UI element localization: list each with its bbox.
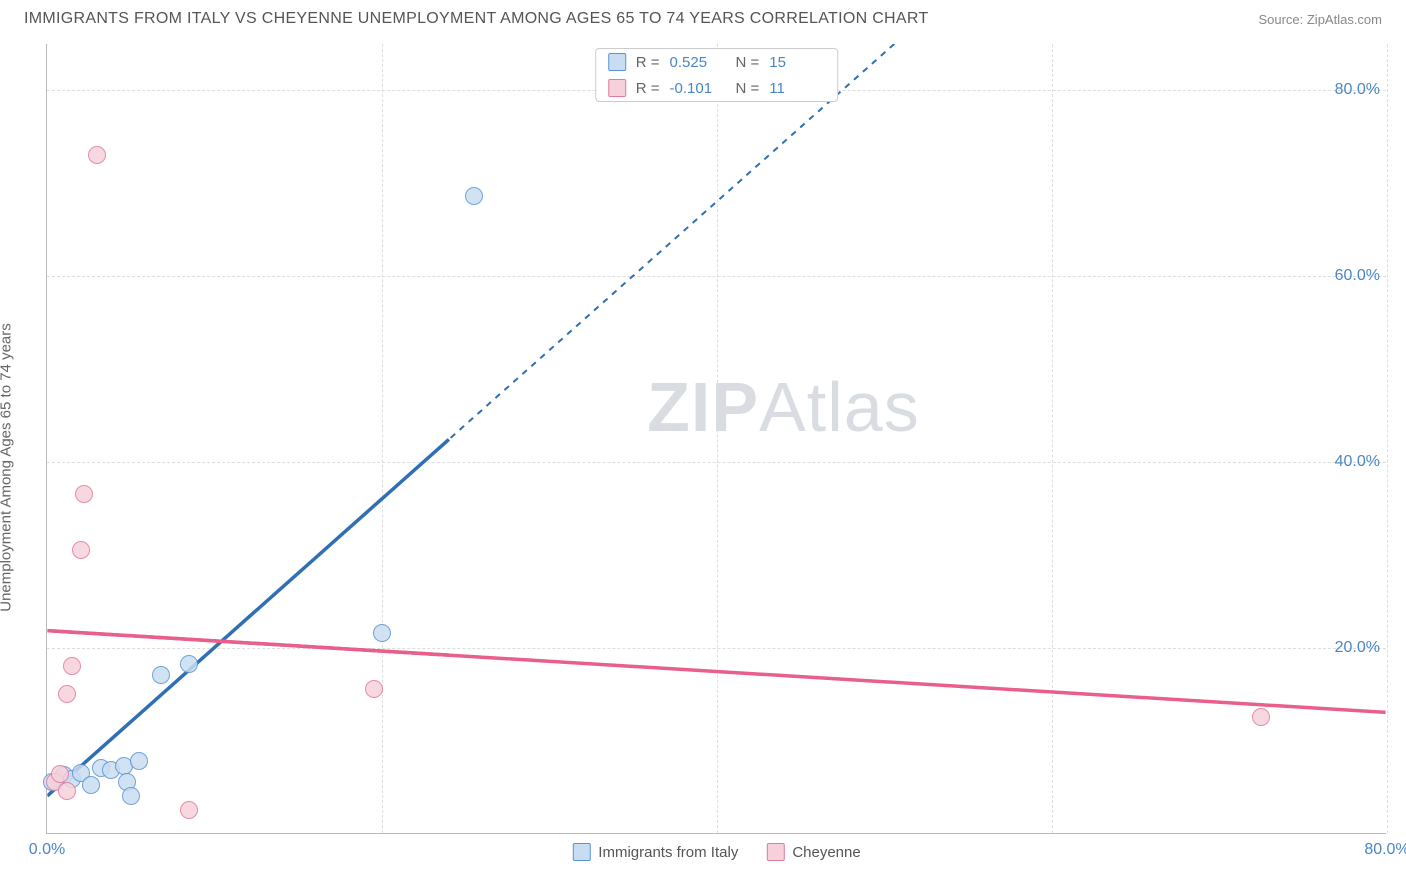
source-label: Source: ZipAtlas.com xyxy=(1258,12,1382,27)
chart-wrap: Unemployment Among Ages 65 to 74 years Z… xyxy=(0,34,1406,884)
data-point xyxy=(373,624,391,642)
chart-container: IMMIGRANTS FROM ITALY VS CHEYENNE UNEMPL… xyxy=(0,0,1406,892)
gridline-v xyxy=(717,44,718,833)
plot-area: ZIPAtlas R = 0.525 N = 15 R = -0.101 N =… xyxy=(46,44,1386,834)
watermark-rest: Atlas xyxy=(759,368,920,446)
title-row: IMMIGRANTS FROM ITALY VS CHEYENNE UNEMPL… xyxy=(0,0,1406,34)
xtick-label: 80.0% xyxy=(1364,841,1406,859)
series-legend-item-0: Immigrants from Italy xyxy=(572,843,738,861)
n-value-0: 15 xyxy=(769,54,825,71)
n-label: N = xyxy=(736,54,760,71)
gridline-h xyxy=(47,648,1386,649)
data-point xyxy=(63,657,81,675)
source-prefix: Source: xyxy=(1258,12,1306,27)
n-label: N = xyxy=(736,80,760,97)
data-point xyxy=(152,666,170,684)
ytick-label: 80.0% xyxy=(1335,81,1380,99)
r-label: R = xyxy=(636,54,660,71)
series-label-1: Cheyenne xyxy=(792,844,860,861)
data-point xyxy=(88,146,106,164)
xtick-label: 0.0% xyxy=(29,841,65,859)
correlation-legend: R = 0.525 N = 15 R = -0.101 N = 11 xyxy=(595,48,839,102)
gridline-v xyxy=(1052,44,1053,833)
data-point xyxy=(180,801,198,819)
watermark: ZIPAtlas xyxy=(647,367,920,447)
data-point xyxy=(465,187,483,205)
gridline-v xyxy=(382,44,383,833)
data-point xyxy=(51,765,69,783)
r-value-1: -0.101 xyxy=(670,80,726,97)
data-point xyxy=(130,752,148,770)
regression-line-solid xyxy=(47,439,448,795)
series-swatch-0 xyxy=(572,843,590,861)
gridline-h xyxy=(47,276,1386,277)
data-point xyxy=(72,541,90,559)
data-point xyxy=(180,655,198,673)
legend-swatch-cheyenne xyxy=(608,79,626,97)
legend-swatch-italy xyxy=(608,53,626,71)
data-point xyxy=(122,787,140,805)
data-point xyxy=(365,680,383,698)
gridline-v xyxy=(1387,44,1388,833)
data-point xyxy=(82,776,100,794)
r-label: R = xyxy=(636,80,660,97)
gridline-h xyxy=(47,462,1386,463)
data-point xyxy=(58,782,76,800)
data-point xyxy=(1252,708,1270,726)
data-point xyxy=(58,685,76,703)
watermark-bold: ZIP xyxy=(647,368,759,446)
correlation-legend-row-1: R = -0.101 N = 11 xyxy=(596,75,838,101)
data-point xyxy=(75,485,93,503)
source-value: ZipAtlas.com xyxy=(1307,12,1382,27)
series-legend: Immigrants from Italy Cheyenne xyxy=(572,843,860,861)
r-value-0: 0.525 xyxy=(670,54,726,71)
ytick-label: 60.0% xyxy=(1335,267,1380,285)
ytick-label: 20.0% xyxy=(1335,639,1380,657)
y-axis-label: Unemployment Among Ages 65 to 74 years xyxy=(0,323,15,612)
ytick-label: 40.0% xyxy=(1335,453,1380,471)
series-legend-item-1: Cheyenne xyxy=(766,843,860,861)
chart-title: IMMIGRANTS FROM ITALY VS CHEYENNE UNEMPL… xyxy=(24,10,929,28)
correlation-legend-row-0: R = 0.525 N = 15 xyxy=(596,49,838,75)
n-value-1: 11 xyxy=(769,80,825,97)
series-swatch-1 xyxy=(766,843,784,861)
series-label-0: Immigrants from Italy xyxy=(598,844,738,861)
